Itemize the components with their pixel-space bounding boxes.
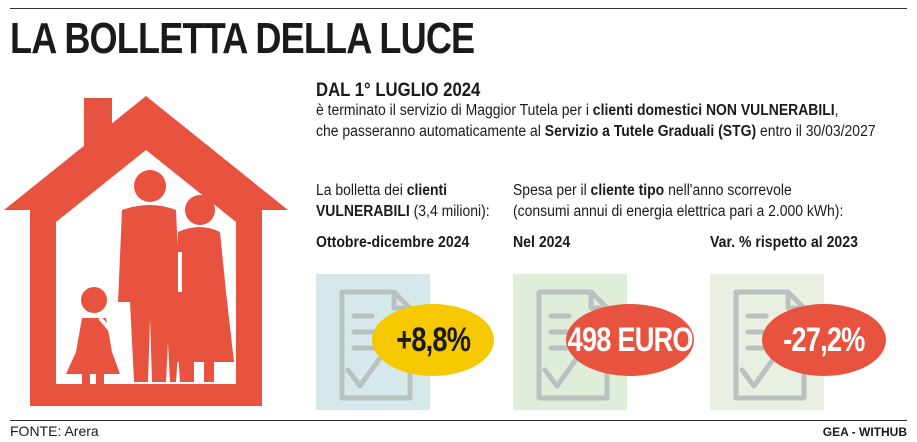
desc-text: Spesa per il <box>513 182 591 199</box>
desc-text: (consumi annui di energia elettrica pari… <box>513 203 844 220</box>
desc-text: (3,4 milioni): <box>409 203 490 220</box>
intro-text: , <box>834 102 839 119</box>
heading-variation: Var. % rispetto al 2023 <box>710 234 858 251</box>
heading-vulnerable: Ottobre-dicembre 2024 <box>316 234 470 251</box>
bottom-divider <box>10 420 907 421</box>
intro-line-1: è terminato il servizio di Maggior Tutel… <box>316 100 876 121</box>
heading-2024: Nel 2024 <box>513 234 571 251</box>
intro-line-2: che passeranno automaticamente al Serviz… <box>316 121 876 142</box>
value-text: -27,2% <box>783 320 865 359</box>
intro-text: entro il 30/03/2027 <box>756 123 876 140</box>
page-title: LA BOLLETTA DELLA LUCE <box>10 14 475 63</box>
desc-bold: cliente tipo <box>590 182 665 199</box>
header-intro: è terminato il servizio di Maggior Tutel… <box>316 100 876 142</box>
vulnerable-description: La bolletta dei clienti VULNERABILI (3,4… <box>316 180 490 222</box>
value-bubble-2024: 498 EURO <box>566 304 694 376</box>
value-bubble-variation: -27,2% <box>762 304 886 376</box>
credit: GEA - WITHUB <box>822 425 907 439</box>
desc-text: La bolletta dei <box>316 182 407 199</box>
value-text: +8,8% <box>396 320 471 359</box>
value-text: 498 EURO <box>567 320 693 359</box>
intro-text: che passeranno automaticamente al <box>316 123 545 140</box>
typical-description: Spesa per il cliente tipo nell'anno scor… <box>513 180 843 222</box>
header-date: DAL 1° LUGLIO 2024 <box>316 80 481 101</box>
source-note: FONTE: Arera <box>10 423 99 439</box>
value-bubble-vulnerable: +8,8% <box>372 304 494 376</box>
intro-bold: Servizio a Tutele Graduali (STG) <box>544 123 757 140</box>
intro-text: è terminato il servizio di Maggior Tutel… <box>316 102 593 119</box>
desc-text: nell'anno scorrevole <box>664 182 792 199</box>
house-family-icon <box>4 96 288 406</box>
desc-bold: VULNERABILI <box>316 203 410 220</box>
intro-bold: clienti domestici NON VULNERABILI <box>592 102 835 119</box>
top-divider <box>10 8 907 9</box>
desc-bold: clienti <box>406 182 448 199</box>
